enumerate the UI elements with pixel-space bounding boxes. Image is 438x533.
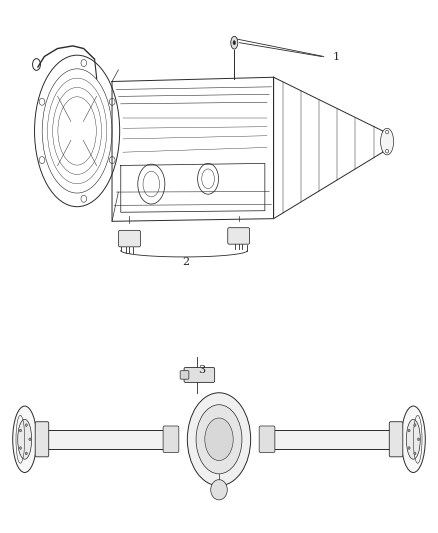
Text: 1: 1: [332, 52, 339, 61]
Ellipse shape: [417, 438, 420, 441]
Ellipse shape: [25, 452, 28, 455]
Ellipse shape: [231, 36, 238, 49]
Ellipse shape: [187, 393, 251, 486]
Text: 3: 3: [198, 365, 205, 375]
Ellipse shape: [408, 429, 410, 432]
FancyBboxPatch shape: [163, 426, 179, 453]
Ellipse shape: [196, 405, 242, 474]
Ellipse shape: [211, 480, 227, 500]
FancyBboxPatch shape: [259, 426, 275, 453]
FancyBboxPatch shape: [274, 430, 392, 449]
Ellipse shape: [233, 41, 236, 45]
Ellipse shape: [406, 419, 420, 459]
FancyBboxPatch shape: [389, 422, 403, 457]
Ellipse shape: [381, 128, 394, 155]
Ellipse shape: [205, 418, 233, 461]
Ellipse shape: [18, 419, 32, 459]
FancyBboxPatch shape: [180, 370, 189, 379]
Ellipse shape: [29, 438, 31, 441]
FancyBboxPatch shape: [46, 430, 164, 449]
Ellipse shape: [19, 447, 21, 449]
Ellipse shape: [13, 406, 37, 472]
FancyBboxPatch shape: [228, 228, 250, 244]
FancyBboxPatch shape: [35, 422, 49, 457]
Ellipse shape: [401, 406, 425, 472]
Ellipse shape: [414, 424, 416, 426]
Ellipse shape: [414, 452, 416, 455]
Ellipse shape: [25, 424, 28, 426]
Text: 2: 2: [183, 257, 190, 267]
Ellipse shape: [19, 429, 21, 432]
FancyBboxPatch shape: [119, 230, 141, 247]
Ellipse shape: [408, 447, 410, 449]
FancyBboxPatch shape: [184, 368, 215, 382]
